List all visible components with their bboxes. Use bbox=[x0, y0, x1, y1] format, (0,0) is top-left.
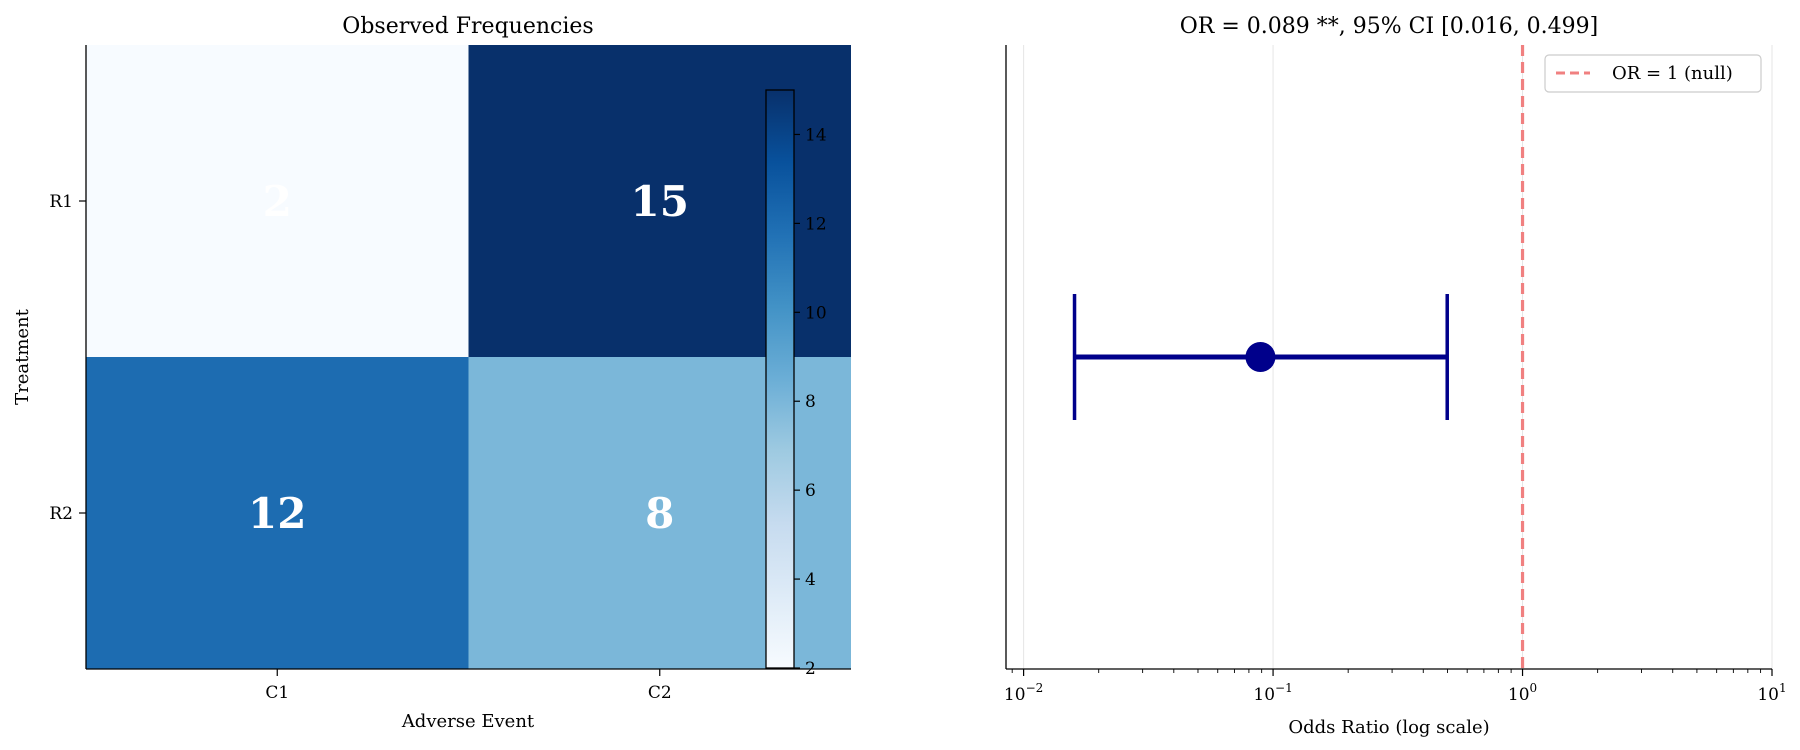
legend-box bbox=[1544, 54, 1762, 93]
heatmap-x-ticks: C1 C2 bbox=[265, 669, 672, 703]
odds-ratio-panel: OR = 0.089 **, 95% CI [0.016, 0.499] 10−… bbox=[1004, 14, 1787, 738]
confidence-interval bbox=[1072, 294, 1449, 420]
x-tick-label-exponent: 1 bbox=[1779, 681, 1787, 695]
x-tick-label-base: 10 bbox=[1508, 685, 1530, 705]
x-tick-label: 100 bbox=[1508, 681, 1537, 705]
x-tick-label-base: 10 bbox=[1004, 685, 1026, 705]
heatmap-title: Observed Frequencies bbox=[342, 14, 593, 39]
heatmap-x-tick-label: C2 bbox=[648, 683, 672, 703]
x-tick-label: 10−2 bbox=[1004, 681, 1043, 705]
x-tick-label-base: 10 bbox=[1253, 685, 1275, 705]
colorbar-tick-label: 10 bbox=[805, 303, 827, 323]
heatmap-cell-labels: 2 15 12 8 bbox=[248, 177, 689, 538]
heatmap-y-ticks: R1 R2 bbox=[49, 192, 86, 524]
odds-ratio-x-label: Odds Ratio (log scale) bbox=[1288, 717, 1489, 738]
colorbar-tick-label: 8 bbox=[805, 392, 816, 412]
x-tick-label-exponent: 0 bbox=[1530, 681, 1538, 695]
x-tick-label-exponent: −2 bbox=[1026, 681, 1044, 695]
heatmap-y-label: Treatment bbox=[12, 308, 33, 405]
heatmap-cell bbox=[86, 45, 469, 357]
colorbar bbox=[765, 89, 795, 669]
legend-label: OR = 1 (null) bbox=[1612, 63, 1733, 84]
colorbar-tick-label: 6 bbox=[805, 481, 816, 501]
heatmap-cell-value: 8 bbox=[645, 489, 674, 538]
heatmap-panel: Observed Frequencies 2 15 12 8 C1 C2 R1 R2 Ad… bbox=[12, 14, 851, 732]
odds-ratio-x-ticks: 10−2 10−1 100 101 bbox=[1004, 669, 1787, 705]
colorbar-tick-label: 12 bbox=[805, 214, 827, 234]
colorbar-tick-label: 14 bbox=[805, 125, 827, 145]
heatmap-cell-value: 12 bbox=[248, 489, 306, 538]
x-tick-label-exponent: −1 bbox=[1275, 681, 1293, 695]
heatmap-cells bbox=[86, 45, 851, 669]
heatmap-x-tick-label: C1 bbox=[265, 683, 289, 703]
colorbar-tick-label: 4 bbox=[805, 570, 816, 590]
heatmap-y-tick-label: R1 bbox=[49, 192, 73, 212]
legend: OR = 1 (null) bbox=[1544, 54, 1762, 93]
x-tick-label-base: 10 bbox=[1757, 685, 1779, 705]
odds-ratio-title: OR = 0.089 **, 95% CI [0.016, 0.499] bbox=[1180, 14, 1599, 39]
colorbar-ticks: 2 4 6 8 10 12 14 bbox=[794, 125, 827, 679]
heatmap-cell-value: 2 bbox=[263, 177, 292, 226]
heatmap-x-label: Adverse Event bbox=[401, 711, 535, 732]
heatmap-cell bbox=[86, 357, 469, 669]
x-tick-label: 101 bbox=[1757, 681, 1786, 705]
heatmap-y-tick-label: R2 bbox=[49, 504, 73, 524]
odds-ratio-point bbox=[1245, 342, 1276, 372]
colorbar-tick-label: 2 bbox=[805, 659, 816, 679]
heatmap-cell-value: 15 bbox=[631, 177, 689, 226]
x-tick-label: 10−1 bbox=[1253, 681, 1292, 705]
